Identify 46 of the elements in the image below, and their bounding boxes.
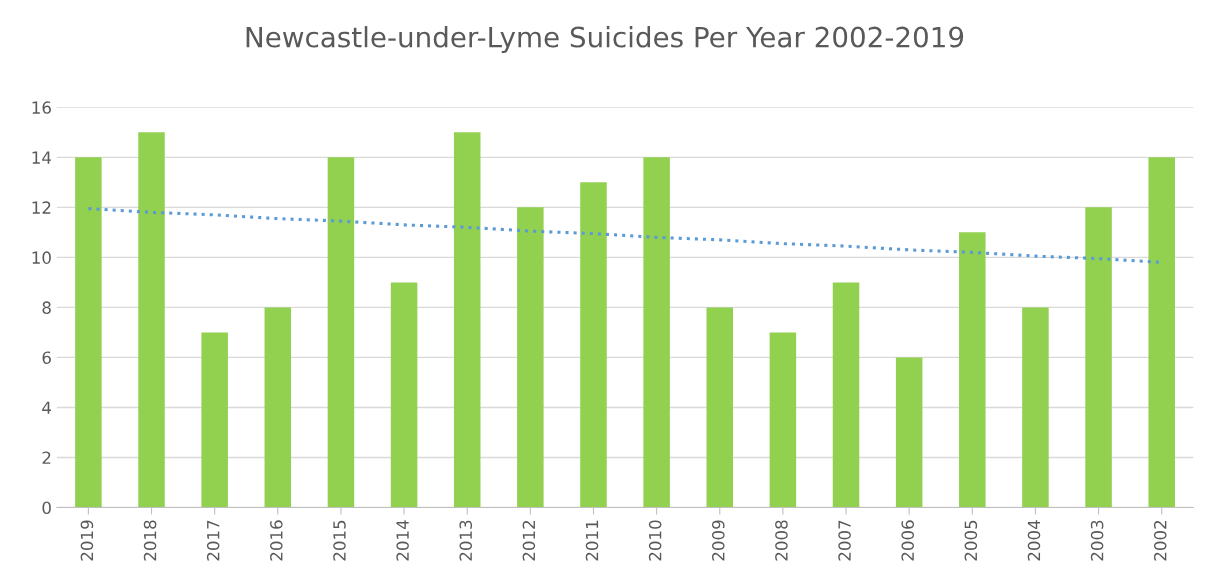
y-tick-label: 16 <box>32 101 51 114</box>
bar <box>327 157 355 508</box>
x-tick-label: 2019 <box>80 520 94 561</box>
x-tick-label: 2008 <box>775 520 788 561</box>
y-tick-label: 4 <box>42 401 52 414</box>
bar <box>580 182 607 508</box>
x-tick-label: 2014 <box>396 520 409 561</box>
x-tick-label: 2009 <box>711 520 725 561</box>
y-tick-label: 12 <box>32 201 51 214</box>
x-tick-label: 2005 <box>964 520 978 561</box>
y-tick-label: 6 <box>42 351 51 364</box>
x-tick-label: 2002 <box>1153 520 1167 561</box>
bar <box>1148 157 1175 508</box>
bar <box>706 307 734 508</box>
x-tick-label: 2013 <box>459 520 473 561</box>
bar <box>1022 307 1049 508</box>
x-tick-label: 2018 <box>143 520 157 561</box>
y-tick-label: 10 <box>32 251 51 264</box>
bar <box>138 132 165 508</box>
x-tick-label: 2017 <box>206 520 220 561</box>
x-tick-label: 2003 <box>1090 520 1104 561</box>
bar <box>75 157 102 508</box>
chart-title: Newcastle-under-Lyme Suicides Per Year 2002-2019 <box>246 26 964 53</box>
bar <box>769 332 797 508</box>
x-tick-label: 2007 <box>838 520 851 561</box>
x-tick-label: 2015 <box>333 520 346 561</box>
bar <box>895 357 923 508</box>
y-tick-label: 8 <box>42 301 51 314</box>
bar <box>201 332 228 508</box>
x-tick-label: 2011 <box>585 520 599 561</box>
bar <box>643 157 670 508</box>
x-tick-label: 2004 <box>1027 520 1041 561</box>
bar <box>517 207 544 508</box>
bar <box>1085 207 1112 508</box>
x-tick-label: 2006 <box>901 520 914 561</box>
y-tick-label: 2 <box>42 451 51 464</box>
bar <box>390 282 418 508</box>
x-tick-label: 2016 <box>270 520 283 561</box>
bar <box>959 232 986 508</box>
bar <box>832 282 860 508</box>
y-tick-label: 0 <box>42 501 51 515</box>
bar <box>264 307 292 508</box>
y-tick-label: 14 <box>32 151 52 164</box>
x-tick-label: 2012 <box>522 520 536 561</box>
bar <box>453 132 481 508</box>
x-tick-label: 2010 <box>648 520 662 561</box>
